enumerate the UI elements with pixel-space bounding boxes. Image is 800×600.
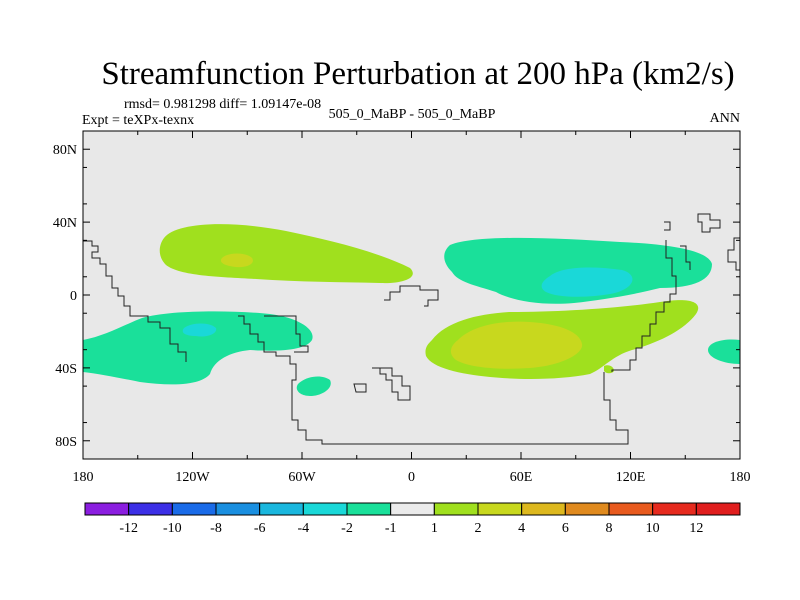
colorbar-swatch [390, 502, 435, 516]
colorbar-swatch [84, 502, 130, 516]
rmsd-label: rmsd= 0.981298 diff= 1.09147e-08 [124, 97, 321, 112]
contour-north-pacific-1to2 [159, 224, 413, 284]
x-tick-label: 0 [408, 470, 415, 485]
colorbar-label: 10 [646, 521, 660, 536]
coast-kamchatka [664, 221, 671, 231]
coast-antarctic-islands [372, 367, 411, 401]
colorbar: -12 -10 -8 -6 -4 -2 -1 1 2 4 6 8 10 12 [84, 502, 741, 536]
colorbar-swatch [608, 502, 654, 516]
contour-east-pacific-1to2 [708, 339, 740, 364]
colorbar-swatch [521, 502, 566, 516]
colorbar-label: -4 [297, 521, 309, 536]
contour-fills [83, 224, 740, 396]
x-tick-label: 180 [730, 470, 751, 485]
y-tick-label: 0 [70, 289, 77, 304]
colorbar-label: -1 [385, 521, 397, 536]
contour-south-indian-2to4 [450, 321, 583, 369]
colorbar-swatch [259, 502, 304, 516]
colorbar-swatch [564, 502, 610, 516]
colorbar-swatch [215, 502, 261, 516]
coast-north-america [83, 240, 187, 362]
coast-south-america [238, 315, 629, 445]
colorbar-swatch [433, 502, 479, 516]
colorbar-swatch [695, 502, 741, 516]
x-tick-label: 60E [510, 470, 533, 485]
coast-asia-pacific [680, 245, 691, 270]
map-background [83, 131, 740, 459]
coast-south-america-east [264, 315, 309, 353]
coast-japan [697, 213, 721, 233]
x-axis: 180 120W 60W 0 60E 120E 180 [73, 131, 751, 485]
coast-asia-east [611, 240, 677, 372]
colorbar-label: 8 [606, 521, 613, 536]
chart-title: Streamfunction Perturbation at 200 hPa (… [101, 56, 734, 92]
contour-north-pacific-2to4 [220, 253, 253, 268]
y-tick-label: 80N [53, 143, 77, 158]
y-tick-label: 40N [53, 216, 77, 231]
contour-south-pacific-1to2 [83, 311, 313, 385]
colorbar-label: -8 [210, 521, 222, 536]
colorbar-label: -12 [119, 521, 138, 536]
map-plot: 180 120W 60W 0 60E 120E 180 80N 40N 0 40S 80S [53, 130, 751, 485]
y-tick-label: 40S [55, 362, 77, 377]
coast-island-small [353, 383, 367, 393]
case-label: 505_0_MaBP - 505_0_MaBP [329, 107, 496, 122]
contour-south-pacific-2to4 [182, 323, 217, 337]
coastlines [83, 213, 740, 445]
colorbar-swatch [346, 502, 392, 516]
x-tick-label: 120E [616, 470, 646, 485]
colorbar-label: -6 [254, 521, 266, 536]
x-tick-label: 60W [288, 470, 316, 485]
coast-africa-west [384, 285, 439, 307]
experiment-label: Expt = teXPx-texnx [82, 113, 194, 128]
colorbar-swatch [477, 502, 523, 516]
colorbar-label: -10 [163, 521, 182, 536]
colorbar-label: 6 [562, 521, 569, 536]
colorbar-swatch [652, 502, 697, 516]
colorbar-label: -2 [341, 521, 353, 536]
colorbar-swatch [171, 502, 217, 516]
colorbar-swatch [302, 502, 348, 516]
y-tick-label: 80S [55, 435, 77, 450]
colorbar-label: 12 [689, 521, 703, 536]
colorbar-label: 4 [518, 521, 525, 536]
x-tick-label: 180 [73, 470, 94, 485]
coast-alaska-east [727, 237, 740, 271]
colorbar-label: 2 [475, 521, 482, 536]
season-label: ANN [710, 111, 740, 126]
contour-south-atlantic-1to2 [296, 376, 331, 396]
contour-asia-neg-2to4 [541, 267, 633, 297]
x-tick-label: 120W [175, 470, 210, 485]
y-axis: 80N 40N 0 40S 80S [53, 130, 740, 460]
colorbar-label: 1 [431, 521, 438, 536]
colorbar-swatch [128, 502, 173, 516]
